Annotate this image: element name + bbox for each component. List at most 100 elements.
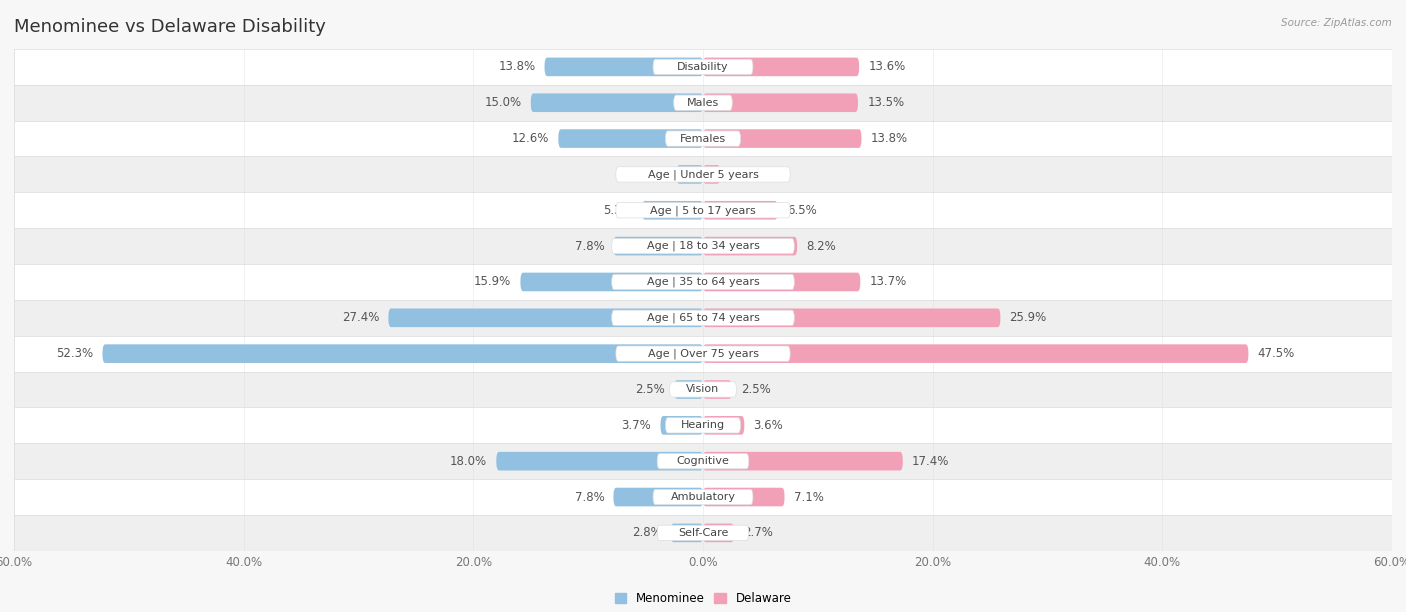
FancyBboxPatch shape [703,488,785,506]
Text: Ambulatory: Ambulatory [671,492,735,502]
FancyBboxPatch shape [616,203,790,218]
Text: 3.6%: 3.6% [754,419,783,432]
FancyBboxPatch shape [703,380,731,399]
FancyBboxPatch shape [613,237,703,255]
Text: Hearing: Hearing [681,420,725,430]
FancyBboxPatch shape [612,310,794,326]
Text: 52.3%: 52.3% [56,347,93,360]
Text: Age | 65 to 74 years: Age | 65 to 74 years [647,313,759,323]
FancyBboxPatch shape [661,416,703,435]
FancyBboxPatch shape [544,58,703,76]
Text: 7.8%: 7.8% [575,491,605,504]
Text: 15.0%: 15.0% [485,96,522,109]
FancyBboxPatch shape [14,336,1392,371]
FancyBboxPatch shape [612,274,794,289]
FancyBboxPatch shape [669,382,737,397]
FancyBboxPatch shape [613,488,703,506]
Text: 5.3%: 5.3% [603,204,633,217]
Text: Age | 5 to 17 years: Age | 5 to 17 years [650,205,756,215]
FancyBboxPatch shape [14,264,1392,300]
FancyBboxPatch shape [652,490,754,505]
FancyBboxPatch shape [14,371,1392,408]
Text: Self-Care: Self-Care [678,528,728,538]
Text: 13.8%: 13.8% [870,132,908,145]
Text: 2.3%: 2.3% [638,168,668,181]
FancyBboxPatch shape [612,239,794,254]
FancyBboxPatch shape [14,479,1392,515]
Legend: Menominee, Delaware: Menominee, Delaware [610,588,796,610]
FancyBboxPatch shape [14,192,1392,228]
FancyBboxPatch shape [14,157,1392,192]
FancyBboxPatch shape [676,165,703,184]
Text: 17.4%: 17.4% [912,455,949,468]
FancyBboxPatch shape [703,416,744,435]
Text: 2.5%: 2.5% [741,383,770,396]
FancyBboxPatch shape [14,443,1392,479]
Text: 13.5%: 13.5% [868,96,904,109]
FancyBboxPatch shape [703,523,734,542]
Text: Age | 35 to 64 years: Age | 35 to 64 years [647,277,759,287]
Text: 13.6%: 13.6% [869,61,905,73]
FancyBboxPatch shape [703,165,720,184]
FancyBboxPatch shape [520,272,703,291]
Text: 3.7%: 3.7% [621,419,651,432]
Text: Cognitive: Cognitive [676,456,730,466]
FancyBboxPatch shape [14,85,1392,121]
FancyBboxPatch shape [703,201,778,220]
Text: 7.1%: 7.1% [794,491,824,504]
Text: 27.4%: 27.4% [342,312,380,324]
Text: Age | 18 to 34 years: Age | 18 to 34 years [647,241,759,252]
FancyBboxPatch shape [703,345,1249,363]
FancyBboxPatch shape [103,345,703,363]
Text: 6.5%: 6.5% [787,204,817,217]
Text: Menominee vs Delaware Disability: Menominee vs Delaware Disability [14,18,326,36]
Text: Source: ZipAtlas.com: Source: ZipAtlas.com [1281,18,1392,28]
Text: Vision: Vision [686,384,720,395]
FancyBboxPatch shape [14,408,1392,443]
Text: 2.8%: 2.8% [631,526,662,539]
Text: 7.8%: 7.8% [575,240,605,253]
Text: Age | Under 5 years: Age | Under 5 years [648,169,758,180]
Text: 13.8%: 13.8% [498,61,536,73]
FancyBboxPatch shape [665,418,741,433]
FancyBboxPatch shape [14,49,1392,85]
FancyBboxPatch shape [652,59,754,75]
Text: 47.5%: 47.5% [1257,347,1295,360]
FancyBboxPatch shape [657,525,749,540]
FancyBboxPatch shape [14,300,1392,336]
Text: 13.7%: 13.7% [869,275,907,288]
Text: 2.5%: 2.5% [636,383,665,396]
FancyBboxPatch shape [703,237,797,255]
Text: 1.5%: 1.5% [730,168,759,181]
FancyBboxPatch shape [671,523,703,542]
FancyBboxPatch shape [616,346,790,361]
Text: 25.9%: 25.9% [1010,312,1047,324]
Text: Males: Males [688,98,718,108]
FancyBboxPatch shape [703,452,903,471]
FancyBboxPatch shape [703,58,859,76]
FancyBboxPatch shape [14,228,1392,264]
FancyBboxPatch shape [703,129,862,148]
Text: Age | Over 75 years: Age | Over 75 years [648,348,758,359]
Text: Females: Females [681,133,725,144]
FancyBboxPatch shape [558,129,703,148]
FancyBboxPatch shape [703,94,858,112]
FancyBboxPatch shape [665,131,741,146]
FancyBboxPatch shape [14,121,1392,157]
Text: 18.0%: 18.0% [450,455,486,468]
FancyBboxPatch shape [703,272,860,291]
FancyBboxPatch shape [673,95,733,110]
FancyBboxPatch shape [657,453,749,469]
Text: 15.9%: 15.9% [474,275,512,288]
FancyBboxPatch shape [496,452,703,471]
Text: 8.2%: 8.2% [807,240,837,253]
FancyBboxPatch shape [643,201,703,220]
Text: 2.7%: 2.7% [744,526,773,539]
FancyBboxPatch shape [388,308,703,327]
FancyBboxPatch shape [675,380,703,399]
FancyBboxPatch shape [616,167,790,182]
FancyBboxPatch shape [531,94,703,112]
Text: Disability: Disability [678,62,728,72]
FancyBboxPatch shape [703,308,1001,327]
FancyBboxPatch shape [14,515,1392,551]
